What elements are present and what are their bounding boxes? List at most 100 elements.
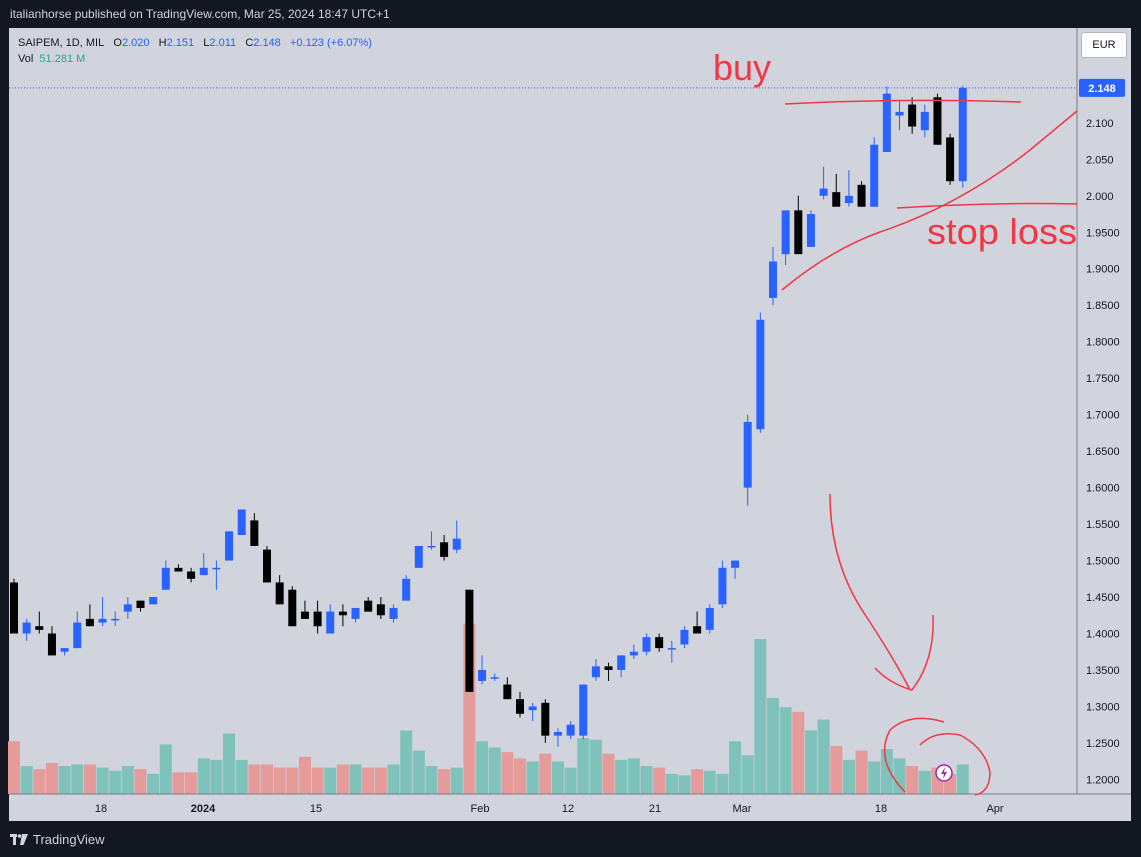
open-value: 2.020 xyxy=(121,37,150,49)
volume-bar xyxy=(526,761,539,794)
arrow-drawing xyxy=(829,493,934,691)
volume-bar xyxy=(71,764,84,794)
candle-body xyxy=(452,538,461,550)
volume-bar xyxy=(956,764,969,794)
volume-bar xyxy=(248,764,261,794)
buy-annotation: buy xyxy=(713,47,771,88)
candle-body xyxy=(313,611,322,627)
drawings-layer: buy stop loss xyxy=(713,47,1078,796)
close-label: C xyxy=(245,37,254,49)
candle-body xyxy=(402,578,411,601)
volume-bar xyxy=(261,764,273,794)
volume-bar xyxy=(804,730,817,794)
volume-bar xyxy=(602,753,615,794)
candle-body xyxy=(351,607,360,619)
volume-bar xyxy=(551,761,564,794)
volume-bar xyxy=(8,741,20,794)
candle-body xyxy=(187,571,196,579)
volume-bar xyxy=(83,764,96,794)
chart-area[interactable] xyxy=(9,28,1131,821)
brand-name: TradingView xyxy=(33,832,105,847)
candle-body xyxy=(857,184,866,207)
candle-body xyxy=(528,706,537,711)
candle-body xyxy=(389,607,398,619)
volume-bar xyxy=(653,767,666,794)
candle-body xyxy=(161,567,170,590)
volume-bar xyxy=(438,769,451,794)
volume-layer xyxy=(8,623,969,794)
candle-body xyxy=(123,604,132,612)
volume-bar xyxy=(336,764,349,794)
open-label: O xyxy=(113,37,122,49)
volume-bar xyxy=(539,753,552,794)
volume-bar xyxy=(400,730,413,794)
candle-body xyxy=(85,618,94,627)
volume-bar xyxy=(20,766,33,794)
candle-body xyxy=(655,637,664,649)
candle-body xyxy=(427,545,436,548)
volume-bar xyxy=(235,759,248,794)
candle-body xyxy=(326,611,335,634)
price-tick-label: 1.6500 xyxy=(1086,446,1120,458)
candle-body xyxy=(414,545,423,568)
tradingview-logo[interactable]: TradingView xyxy=(10,832,105,847)
candle-body xyxy=(629,651,638,656)
currency-button[interactable]: EUR xyxy=(1081,32,1127,58)
time-tick-label: Mar xyxy=(733,803,752,815)
volume-value: 51.281 M xyxy=(39,53,86,65)
candle-body xyxy=(478,669,487,681)
last-price-label: 2.148 xyxy=(1088,83,1116,95)
volume-bar xyxy=(855,750,868,794)
low-value: 2.011 xyxy=(209,37,237,49)
price-tick-label: 1.3500 xyxy=(1086,665,1120,677)
volume-bar xyxy=(906,766,919,794)
volume-bar xyxy=(488,747,501,794)
candle-body xyxy=(212,567,221,570)
volume-bar xyxy=(678,775,691,794)
price-tick-label: 1.3000 xyxy=(1086,701,1120,713)
volume-bar xyxy=(729,741,742,794)
volume-bar xyxy=(374,767,387,794)
volume-bar xyxy=(627,758,640,794)
volume-bar xyxy=(172,772,185,794)
candle-body xyxy=(364,600,373,612)
volume-bar xyxy=(273,767,286,794)
candle-body xyxy=(806,214,815,247)
candle-body xyxy=(199,567,208,576)
candle-body xyxy=(111,618,120,621)
candle-body xyxy=(693,626,702,634)
volume-bar xyxy=(779,707,792,794)
volume-bar xyxy=(412,750,425,794)
candle-body xyxy=(705,607,714,630)
time-tick-label: Apr xyxy=(986,803,1003,815)
candle-body xyxy=(490,677,499,679)
candle-body xyxy=(819,188,828,196)
candle-body xyxy=(275,582,284,605)
price-tick-label: 1.7500 xyxy=(1086,373,1120,385)
time-tick-label: Feb xyxy=(471,803,490,815)
candle-body xyxy=(225,531,234,561)
publisher-text: italianhorse published on TradingView.co… xyxy=(10,7,390,21)
volume-bar xyxy=(640,766,653,794)
volume-bar xyxy=(96,767,109,794)
candle-body xyxy=(920,111,929,131)
candles-layer xyxy=(10,85,967,747)
volume-bar xyxy=(298,756,311,794)
candle-body xyxy=(35,626,44,630)
candle-body xyxy=(642,637,651,652)
price-tick-label: 1.4000 xyxy=(1086,629,1120,641)
volume-bar xyxy=(615,759,628,794)
candle-body xyxy=(553,731,562,736)
close-value: 2.148 xyxy=(253,37,281,49)
candle-body xyxy=(541,702,550,736)
price-tick-label: 2.000 xyxy=(1086,191,1114,203)
candle-body xyxy=(832,192,841,207)
candle-body xyxy=(882,93,891,153)
volume-bar xyxy=(476,741,489,794)
symbol-label: SAIPEM, 1D, MIL xyxy=(18,37,105,49)
candle-body xyxy=(756,319,765,430)
candle-body xyxy=(680,629,689,645)
candle-body xyxy=(174,567,183,572)
high-value: 2.151 xyxy=(166,37,195,49)
